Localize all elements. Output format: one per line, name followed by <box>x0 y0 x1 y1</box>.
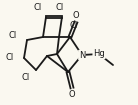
Text: Hg: Hg <box>93 49 105 58</box>
Text: Cl: Cl <box>70 20 78 30</box>
Text: Cl: Cl <box>34 3 42 12</box>
Text: O: O <box>69 90 75 99</box>
Text: Cl: Cl <box>56 3 64 12</box>
Text: Cl: Cl <box>9 32 17 41</box>
Text: Cl: Cl <box>6 52 14 62</box>
Text: O: O <box>73 11 79 20</box>
Text: Cl: Cl <box>22 74 30 83</box>
Text: N: N <box>79 51 85 60</box>
